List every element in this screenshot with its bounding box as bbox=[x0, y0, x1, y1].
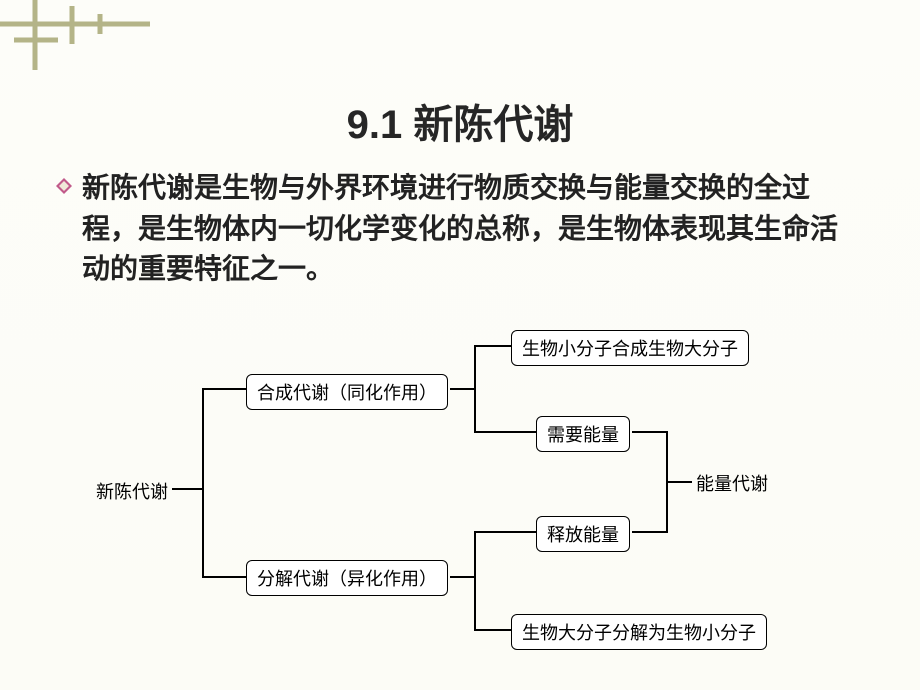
line bbox=[202, 388, 246, 390]
line bbox=[474, 345, 476, 433]
line bbox=[474, 531, 476, 631]
line bbox=[202, 388, 204, 578]
node-small-to-big: 生物小分子合成生物大分子 bbox=[511, 330, 749, 366]
node-big-to-small: 生物大分子分解为生物小分子 bbox=[511, 614, 767, 650]
node-anabolism: 合成代谢（同化作用） bbox=[246, 374, 448, 410]
line bbox=[172, 488, 202, 490]
line bbox=[632, 531, 666, 533]
line bbox=[474, 531, 536, 533]
diamond-bullet-icon bbox=[56, 178, 72, 199]
node-root: 新陈代谢 bbox=[96, 478, 168, 504]
metabolism-tree-diagram: 新陈代谢 合成代谢（同化作用） 分解代谢（异化作用） 生物小分子合成生物大分子 … bbox=[96, 330, 836, 650]
line bbox=[666, 481, 692, 483]
corner-decoration bbox=[0, 0, 240, 80]
node-release-energy: 释放能量 bbox=[536, 516, 630, 552]
definition-text: 新陈代谢是生物与外界环境进行物质交换与能量交换的全过程，是生物体内一切化学变化的… bbox=[82, 168, 864, 290]
line bbox=[202, 576, 246, 578]
definition-block: 新陈代谢是生物与外界环境进行物质交换与能量交换的全过程，是生物体内一切化学变化的… bbox=[0, 150, 920, 290]
node-need-energy: 需要能量 bbox=[536, 416, 630, 452]
line bbox=[450, 576, 474, 578]
node-catabolism: 分解代谢（异化作用） bbox=[246, 560, 448, 596]
line bbox=[450, 388, 474, 390]
line bbox=[474, 431, 536, 433]
line bbox=[474, 629, 511, 631]
line bbox=[632, 431, 666, 433]
line bbox=[474, 345, 511, 347]
node-energy-metabolism: 能量代谢 bbox=[696, 470, 768, 496]
